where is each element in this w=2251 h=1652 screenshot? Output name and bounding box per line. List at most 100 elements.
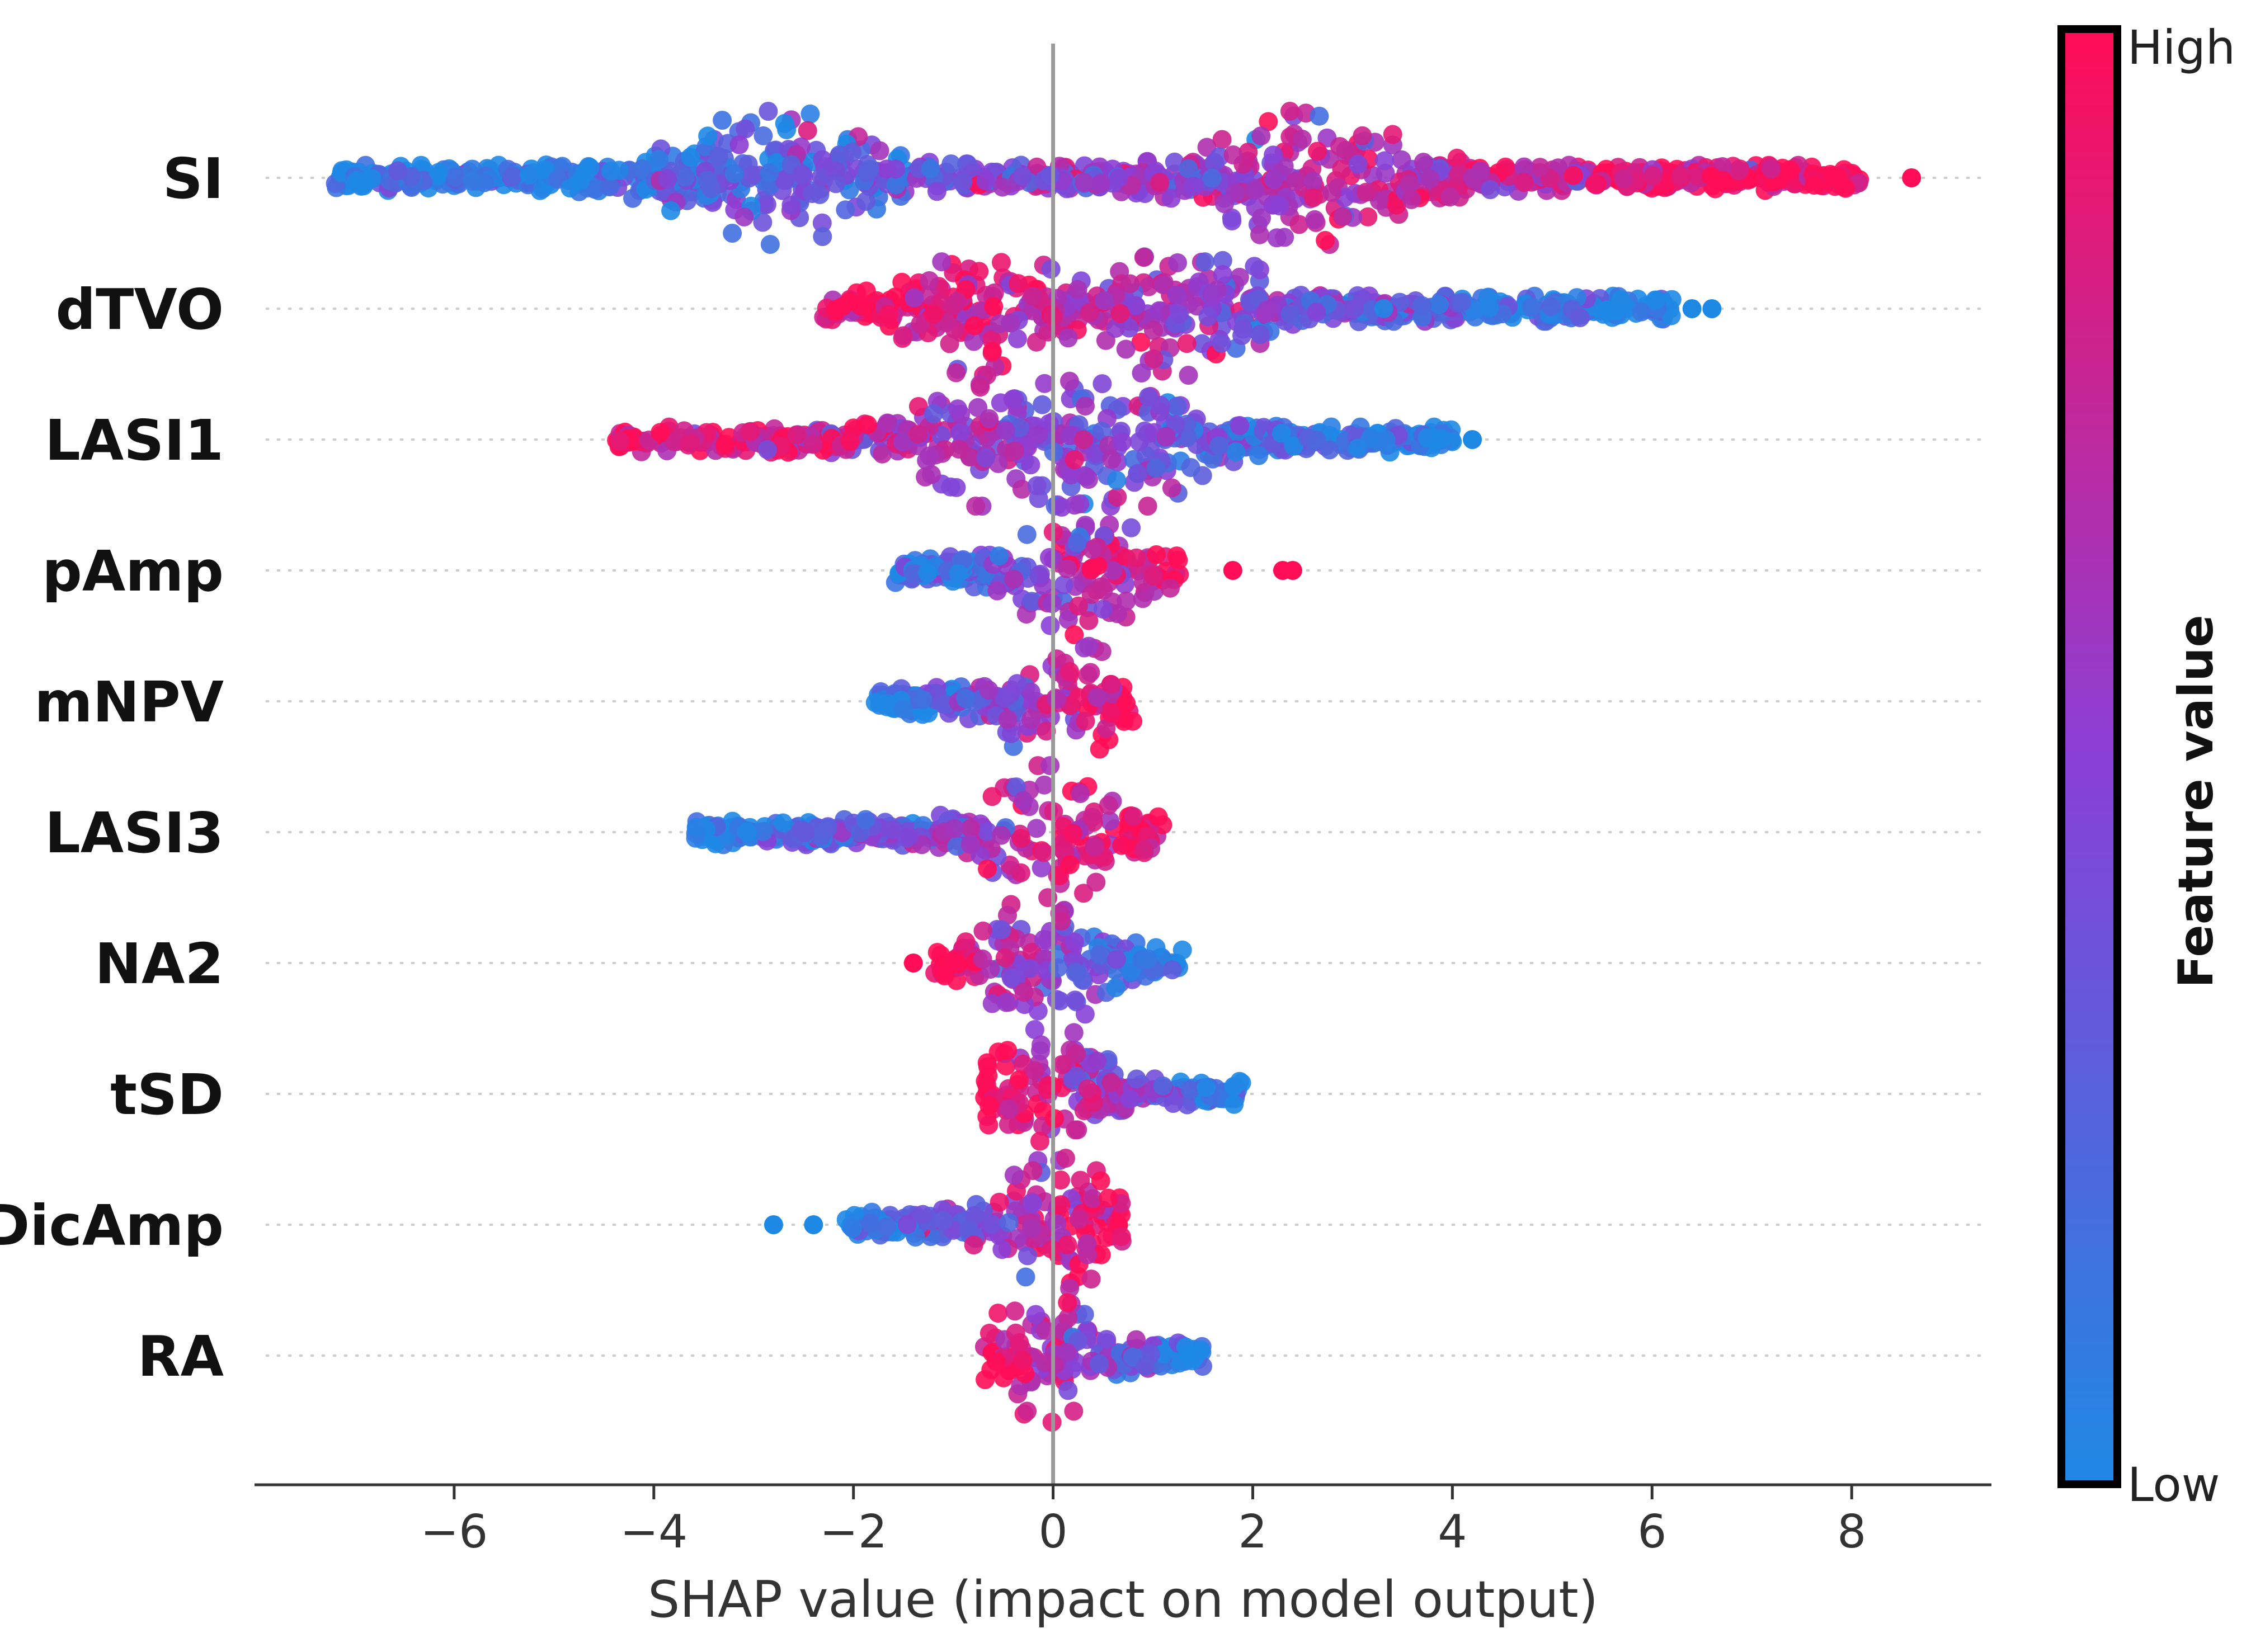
shap-point [1144, 349, 1164, 369]
shap-point [987, 581, 1007, 601]
shap-point [1230, 416, 1250, 435]
shap-point [1012, 479, 1032, 499]
shap-point [1023, 1161, 1043, 1181]
shap-point [1249, 446, 1268, 465]
shap-point [1307, 303, 1326, 322]
shap-point [1079, 636, 1099, 656]
feature-label-tsd: tSD [110, 1062, 224, 1127]
shap-point [987, 1352, 1006, 1371]
shap-point [1522, 298, 1541, 317]
shap-point [905, 288, 924, 308]
colorbar-low-label: Low [2127, 1457, 2220, 1512]
shap-point [1179, 159, 1198, 178]
shap-point [913, 1205, 933, 1224]
shap-point [1030, 1131, 1049, 1151]
shap-point [388, 161, 407, 181]
shap-point [1101, 1073, 1121, 1092]
beeswarm-dtvo [814, 247, 1722, 385]
shap-point [658, 169, 677, 189]
shap-point [1123, 711, 1143, 731]
shap-point [1143, 320, 1163, 340]
shap-point [873, 444, 892, 464]
shap-point [1017, 525, 1037, 544]
shap-point [1357, 182, 1376, 202]
shap-point [1052, 912, 1071, 931]
shap-point [836, 200, 855, 220]
x-tick-label: 2 [1238, 1505, 1267, 1559]
shap-point [999, 1115, 1018, 1134]
shap-point [503, 167, 523, 186]
shap-point [737, 822, 757, 842]
shap-point [966, 497, 986, 516]
shap-point [1071, 1170, 1090, 1190]
shap-point [1332, 207, 1352, 226]
shap-outlier-point [1283, 561, 1302, 580]
shap-point [992, 1240, 1012, 1259]
shap-point [724, 164, 744, 183]
shap-point [734, 207, 754, 226]
shap-point [1120, 1089, 1140, 1109]
shap-point [1289, 215, 1309, 234]
shap-point [1051, 1170, 1071, 1190]
shap-point [1101, 674, 1121, 694]
shap-point [1285, 172, 1305, 191]
shap-point [1094, 291, 1114, 310]
shap-point [1198, 307, 1218, 327]
shap-point [1245, 257, 1264, 276]
shap-outlier-point [1682, 299, 1702, 318]
shap-point [982, 1215, 1002, 1234]
shap-point [1040, 166, 1060, 185]
shap-point [759, 102, 778, 121]
shap-point [840, 431, 860, 451]
shap-point [1082, 540, 1102, 559]
shap-point [1127, 1330, 1146, 1349]
shap-point [1264, 170, 1283, 190]
shap-point [893, 700, 913, 719]
shap-point [1670, 167, 1690, 187]
shap-point [1374, 299, 1393, 318]
shap-point [856, 810, 875, 829]
shap-point [1136, 1357, 1155, 1376]
shap-point [741, 422, 760, 441]
shap-point [1085, 837, 1104, 857]
shap-point [1222, 208, 1241, 228]
shap-point [1078, 1245, 1098, 1264]
shap-point [1082, 808, 1102, 827]
shap-point [1076, 397, 1095, 416]
shap-point [960, 834, 980, 854]
shap-point [1112, 836, 1132, 855]
colorbar: High Low Feature value [2057, 20, 2235, 1512]
shap-point [982, 994, 1002, 1013]
shap-point [964, 332, 983, 351]
shap-point [1050, 991, 1070, 1011]
shap-point [1305, 210, 1325, 229]
shap-point [1662, 290, 1682, 309]
shap-point [800, 104, 820, 124]
shap-point [982, 342, 1002, 361]
shap-point [1688, 167, 1707, 186]
shap-point [1129, 432, 1149, 451]
shap-point [1117, 591, 1136, 611]
shap-point [1058, 1381, 1078, 1400]
shap-point [1027, 819, 1046, 838]
shap-point [463, 171, 482, 191]
shap-point [1076, 467, 1096, 487]
shap-point [347, 171, 367, 190]
shap-point [753, 822, 773, 841]
shap-point [1127, 548, 1146, 568]
shap-point [1036, 1320, 1056, 1340]
shap-point [1025, 1061, 1044, 1080]
shap-point [580, 158, 600, 177]
x-axis-title: SHAP value (impact on model output) [648, 1570, 1598, 1629]
shap-point [1121, 962, 1141, 982]
x-tick-label: 6 [1637, 1505, 1666, 1559]
feature-label-mnpv: mNPV [34, 669, 224, 735]
shap-point [1010, 418, 1029, 437]
shap-point [945, 819, 964, 838]
shap-point [1643, 166, 1663, 186]
beeswarm-pamp [886, 494, 1302, 635]
shap-point [995, 688, 1014, 708]
shap-point [1004, 569, 1024, 589]
shap-point [698, 171, 717, 190]
